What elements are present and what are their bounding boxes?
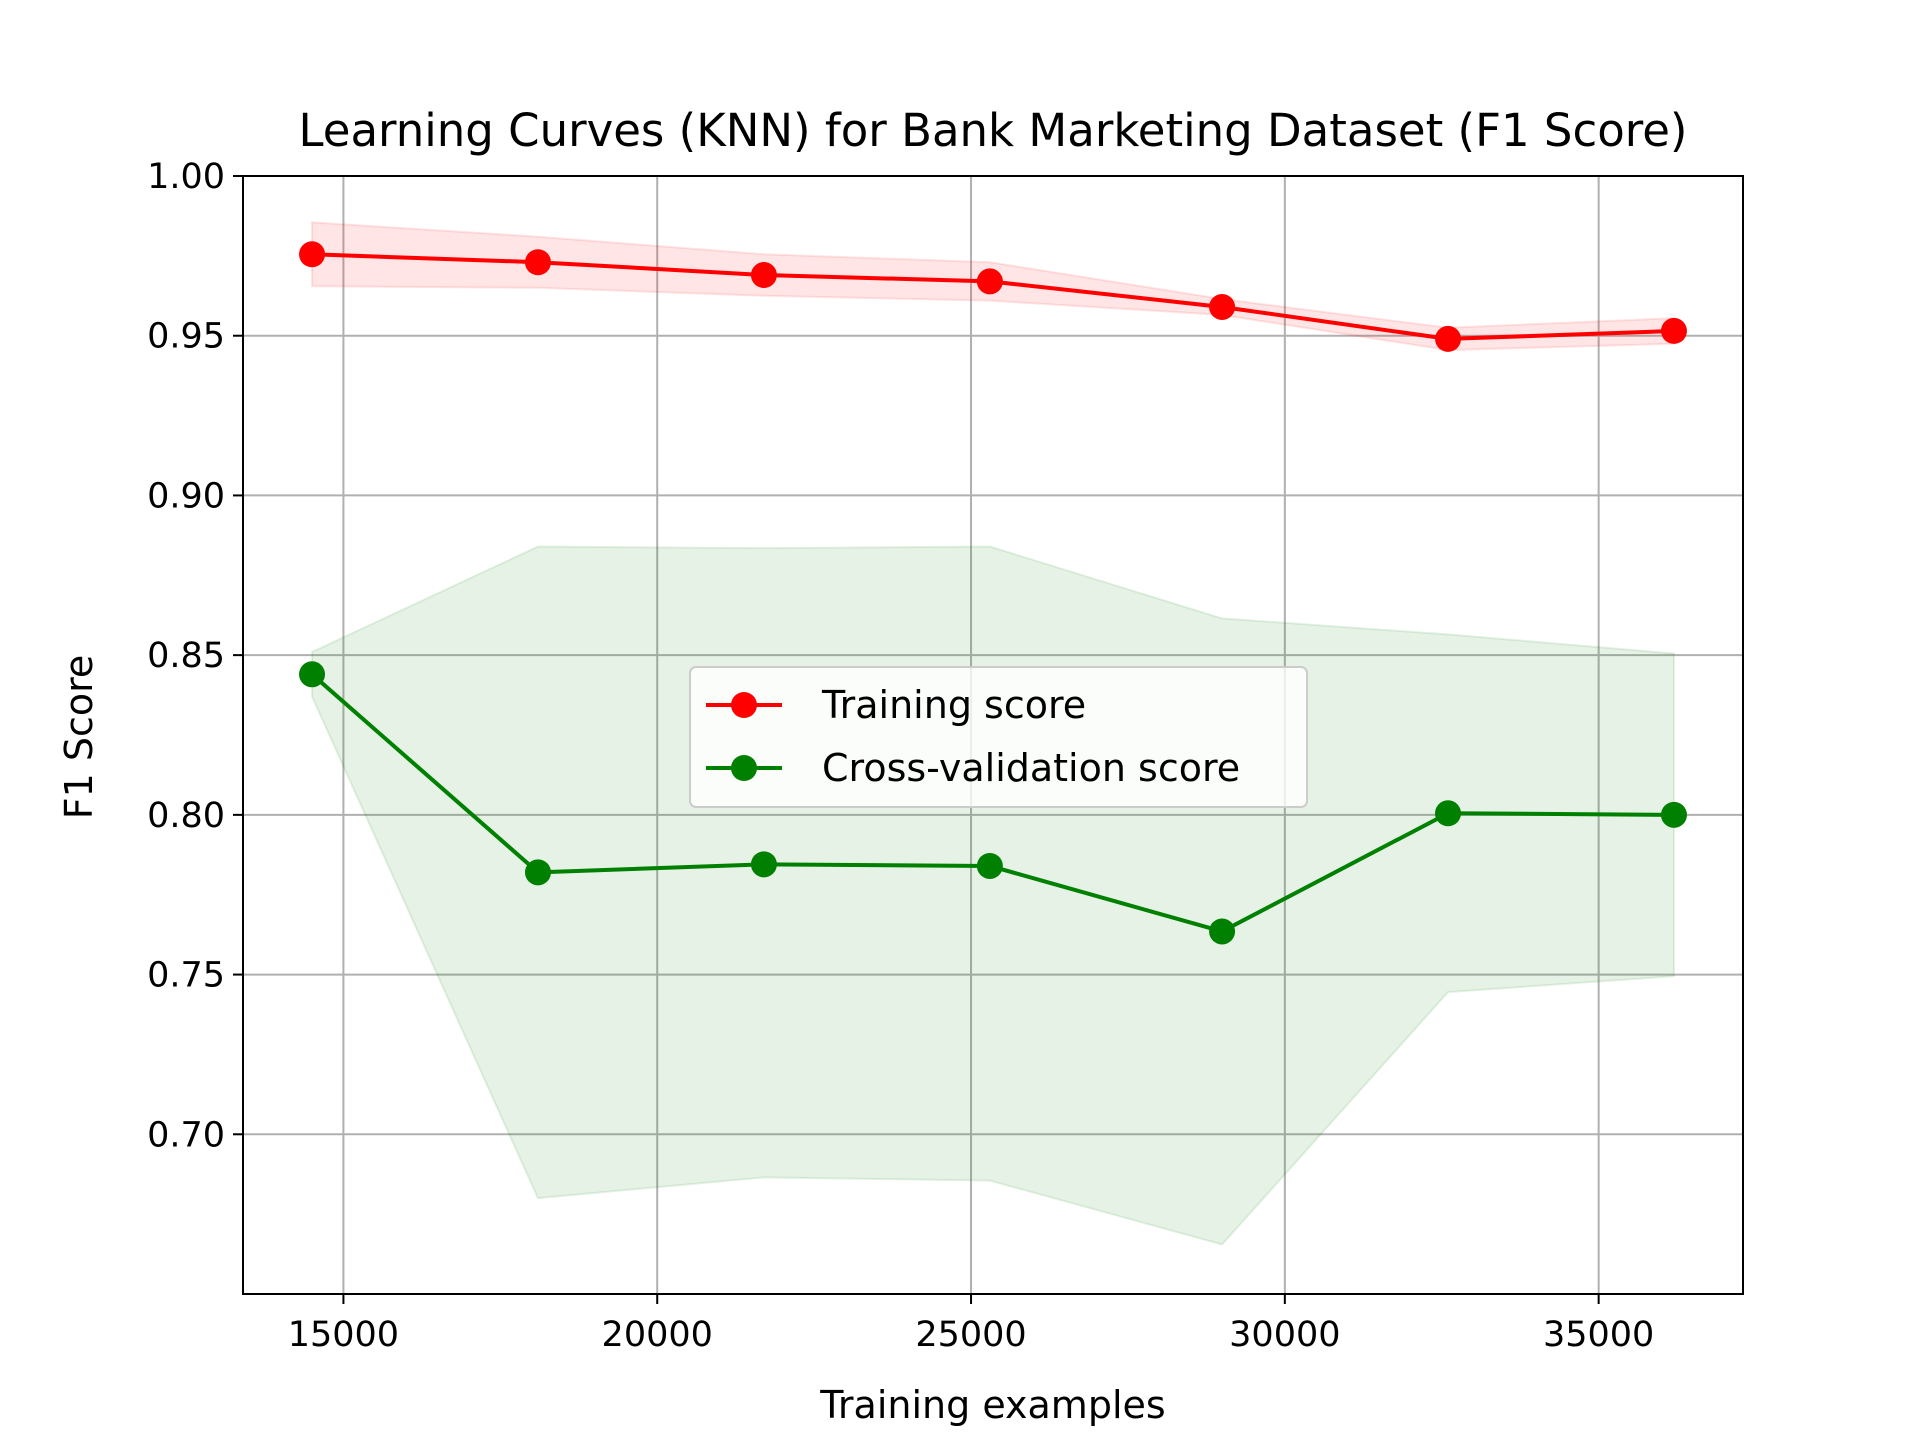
x-tick-label: 35000 — [1543, 1315, 1654, 1355]
y-axis-label: F1 Score — [57, 655, 101, 820]
chart-title: Learning Curves (KNN) for Bank Marketing… — [298, 104, 1687, 157]
cross-validation-score-point — [1435, 800, 1462, 827]
legend-training-label: Training score — [821, 683, 1086, 727]
y-tick-label: 1.00 — [147, 157, 225, 197]
y-tick-label: 0.95 — [147, 317, 225, 357]
cross-validation-score-point — [976, 852, 1003, 879]
legend-training-marker — [731, 692, 757, 718]
training-score-point — [524, 249, 551, 276]
x-tick-label: 25000 — [915, 1315, 1026, 1355]
training-score-point — [1209, 293, 1236, 320]
cross-validation-score-point — [1660, 801, 1687, 828]
legend-box — [689, 666, 1308, 808]
training-score-point — [976, 268, 1003, 295]
x-tick-label: 15000 — [288, 1315, 399, 1355]
cross-validation-score-point — [299, 661, 326, 688]
y-tick-label: 0.80 — [147, 796, 225, 836]
legend: Training score Cross-validation score — [689, 666, 1308, 808]
training-score-point — [1435, 325, 1462, 352]
axis-ticks: 15000 20000 25000 30000 35000 0.70 0.75 0.80 0.8… — [147, 157, 1654, 1355]
plot-frame — [242, 175, 1744, 1295]
legend-cross-validation-marker — [731, 755, 757, 781]
x-tick-label: 30000 — [1229, 1315, 1340, 1355]
series-points — [299, 241, 1687, 945]
x-tick-label: 20000 — [602, 1315, 713, 1355]
cross-validation-score-point — [1209, 918, 1236, 945]
x-axis-label: Training examples — [819, 1383, 1165, 1427]
cross-validation-score-band — [311, 545, 1675, 1246]
y-tick-label: 0.85 — [147, 636, 225, 676]
y-tick-label: 0.70 — [147, 1115, 225, 1155]
y-tick-label: 0.90 — [147, 476, 225, 516]
cross-validation-score-point — [524, 859, 551, 886]
training-score-point — [1660, 317, 1687, 344]
training-score-point — [299, 241, 326, 268]
cross-validation-score-point — [750, 851, 777, 878]
y-tick-label: 0.75 — [147, 956, 225, 996]
training-score-point — [750, 262, 777, 289]
legend-cross-validation-label: Cross-validation score — [822, 746, 1240, 790]
